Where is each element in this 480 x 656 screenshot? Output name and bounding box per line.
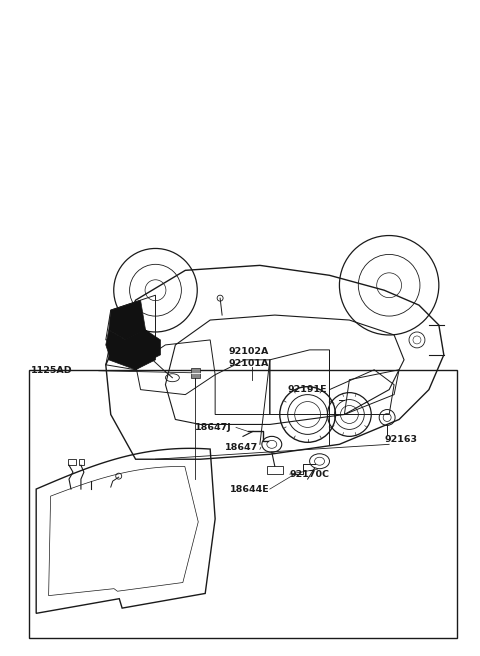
- Polygon shape: [109, 300, 145, 340]
- Text: 1125AD: 1125AD: [31, 366, 73, 375]
- Text: 18647J: 18647J: [195, 423, 232, 432]
- Bar: [29, 370, 457, 638]
- Text: 18647: 18647: [225, 443, 258, 452]
- Text: 92170C: 92170C: [290, 470, 330, 479]
- Polygon shape: [106, 330, 160, 365]
- Text: 92163: 92163: [384, 435, 417, 444]
- Bar: [68, 459, 76, 465]
- Bar: [79, 459, 84, 465]
- Bar: [267, 466, 283, 474]
- Text: 92101A: 92101A: [228, 359, 268, 368]
- Text: 92191E: 92191E: [288, 385, 327, 394]
- Bar: [192, 368, 200, 378]
- Polygon shape: [109, 330, 156, 370]
- Text: 92102A: 92102A: [228, 348, 268, 356]
- Text: 18644E: 18644E: [230, 485, 270, 493]
